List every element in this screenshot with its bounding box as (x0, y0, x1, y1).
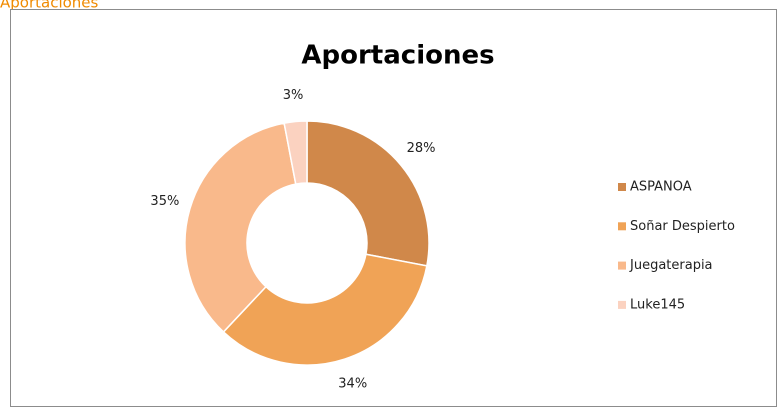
legend-swatch (618, 300, 626, 309)
legend-label: Juegaterapia (629, 258, 713, 273)
data-label: 34% (338, 376, 367, 391)
legend-swatch (618, 183, 626, 191)
data-label: 35% (150, 194, 179, 209)
legend-label: Soñar Despierto (630, 219, 735, 234)
donut-slice (283, 120, 308, 185)
legend-label: ASPANOA (630, 180, 692, 195)
legend-label: Luke145 (630, 297, 685, 312)
data-label: 3% (283, 88, 304, 103)
sheet-label: Aportaciones (0, 0, 99, 12)
donut-slice (306, 120, 430, 267)
data-label: 28% (407, 141, 436, 156)
legend-swatch (618, 261, 626, 270)
chart-title: Aportaciones (301, 41, 494, 71)
legend-swatch (618, 222, 626, 231)
donut-slice (184, 122, 297, 333)
donut-slice (222, 253, 428, 366)
